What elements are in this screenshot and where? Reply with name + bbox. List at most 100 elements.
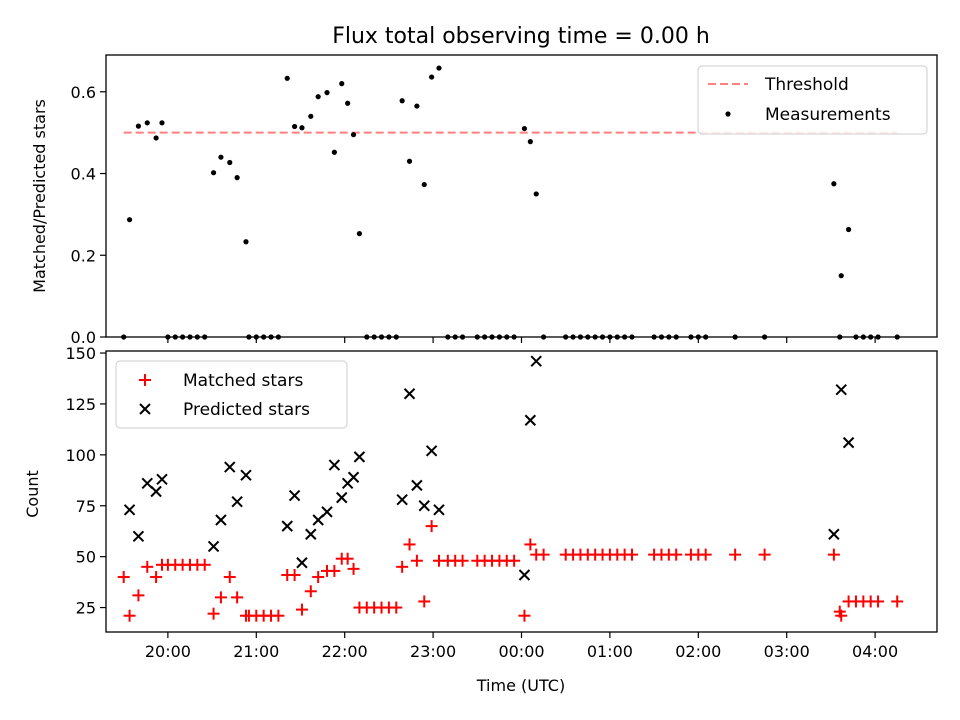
predicted-star-point	[518, 569, 531, 581]
predicted-star-point	[353, 451, 366, 463]
predicted-star-point	[141, 477, 153, 490]
bottom-y-axis-label: Count	[23, 470, 42, 518]
matched-star-point	[670, 548, 683, 561]
matched-star-point	[410, 554, 423, 567]
predicted-star-point	[835, 383, 847, 396]
measurement-point	[339, 81, 345, 87]
x-tick-label: 04:00	[852, 642, 898, 661]
y-tick-label: 25	[76, 599, 96, 618]
bottom-legend: Matched stars Predicted stars	[115, 360, 348, 429]
measurement-point	[421, 181, 427, 188]
matched-star-point	[198, 558, 211, 571]
matched-star-point	[827, 548, 840, 561]
predicted-star-point	[433, 504, 445, 516]
measurement-point	[414, 103, 420, 109]
predicted-star-point	[312, 514, 324, 526]
predicted-star-point	[240, 469, 252, 481]
matched-star-point	[304, 585, 317, 598]
predicted-star-point	[530, 355, 542, 367]
matched-star-point	[729, 548, 742, 561]
measurement-point	[399, 98, 405, 104]
predicted-star-point	[305, 528, 317, 540]
measurement-point	[135, 123, 142, 129]
legend-measurements-label: Measurements	[765, 105, 891, 125]
measurement-point	[144, 120, 150, 126]
measurement-point	[345, 100, 351, 106]
matched-star-point	[518, 609, 531, 622]
top-plot-ticks: 0.0 0.2 0.4 0.6	[71, 83, 876, 347]
x-tick-label: 03:00	[764, 642, 810, 661]
measurement-point	[533, 191, 539, 197]
matched-star-point	[312, 571, 325, 584]
predicted-star-point	[418, 500, 430, 512]
predicted-star-point	[231, 495, 243, 508]
top-plot-marks	[121, 65, 900, 340]
predicted-star-point	[224, 461, 236, 473]
matched-star-point	[699, 548, 712, 561]
measurement-point	[324, 90, 330, 96]
matched-star-point	[425, 520, 438, 533]
y-tick-label: 75	[76, 497, 96, 516]
measurement-point	[436, 65, 442, 71]
y-tick-label: 0.6	[71, 83, 96, 102]
predicted-star-point	[132, 530, 145, 543]
legend-predicted-swatch	[139, 403, 151, 415]
x-tick-label: 21:00	[233, 642, 279, 661]
matched-star-point	[207, 607, 220, 620]
matched-star-point	[456, 554, 469, 567]
predicted-star-point	[411, 479, 423, 492]
measurement-point	[838, 273, 844, 279]
predicted-star-point	[524, 414, 537, 426]
chart-title: Flux total observing time = 0.00 h	[332, 24, 710, 49]
matched-star-point	[272, 609, 285, 622]
x-axis-label: Time (UTC)	[476, 676, 565, 695]
legend-threshold-label: Threshold	[764, 75, 849, 95]
matched-star-point	[835, 609, 848, 622]
x-tick-label: 01:00	[587, 642, 633, 661]
predicted-star-point	[403, 388, 416, 400]
matched-star-point	[626, 548, 639, 561]
matched-star-point	[117, 571, 130, 584]
bottom-plot-frame	[105, 350, 938, 633]
measurement-point	[227, 159, 233, 166]
predicted-star-point	[425, 445, 438, 457]
bottom-plot-ticks: 20:00 21:00 22:00 23:00 00:00 01:00 02:00 03:00…	[65, 344, 898, 661]
predicted-star-point	[296, 557, 308, 569]
measurement-point	[159, 120, 165, 126]
measurement-point	[429, 74, 435, 80]
matched-star-point	[341, 552, 354, 565]
predicted-star-point	[842, 436, 855, 449]
predicted-star-point	[328, 459, 341, 471]
matched-star-point	[418, 595, 431, 608]
matched-star-point	[537, 548, 550, 561]
predicted-star-point	[321, 506, 333, 518]
measurement-point	[210, 170, 217, 176]
measurement-point	[218, 154, 224, 160]
matched-star-point	[872, 595, 885, 608]
bottom-plot-panel: 20:00 21:00 22:00 23:00 00:00 01:00 02:00 03:00…	[23, 344, 938, 695]
predicted-star-point	[828, 528, 840, 540]
predicted-star-point	[156, 473, 168, 485]
matched-star-point	[223, 571, 236, 584]
matched-star-point	[390, 601, 403, 614]
matched-star-point	[295, 603, 308, 616]
measurement-point	[350, 132, 357, 138]
matched-star-point	[123, 609, 136, 622]
y-tick-label: 125	[65, 395, 96, 414]
top-legend: Threshold Measurements	[697, 65, 928, 135]
predicted-star-point	[281, 520, 293, 532]
matched-star-point	[524, 538, 537, 551]
measurement-point	[406, 158, 413, 164]
measurement-point	[527, 139, 533, 145]
matched-star-point	[758, 548, 771, 561]
matched-star-point	[231, 591, 244, 604]
predicted-star-point	[150, 485, 162, 498]
x-tick-label: 00:00	[498, 642, 544, 661]
bottom-plot-marks	[117, 355, 904, 622]
predicted-star-point	[347, 471, 360, 483]
measurement-point	[153, 135, 159, 141]
measurement-point	[243, 239, 249, 245]
measurement-point	[234, 175, 240, 181]
measurement-point	[299, 125, 305, 131]
